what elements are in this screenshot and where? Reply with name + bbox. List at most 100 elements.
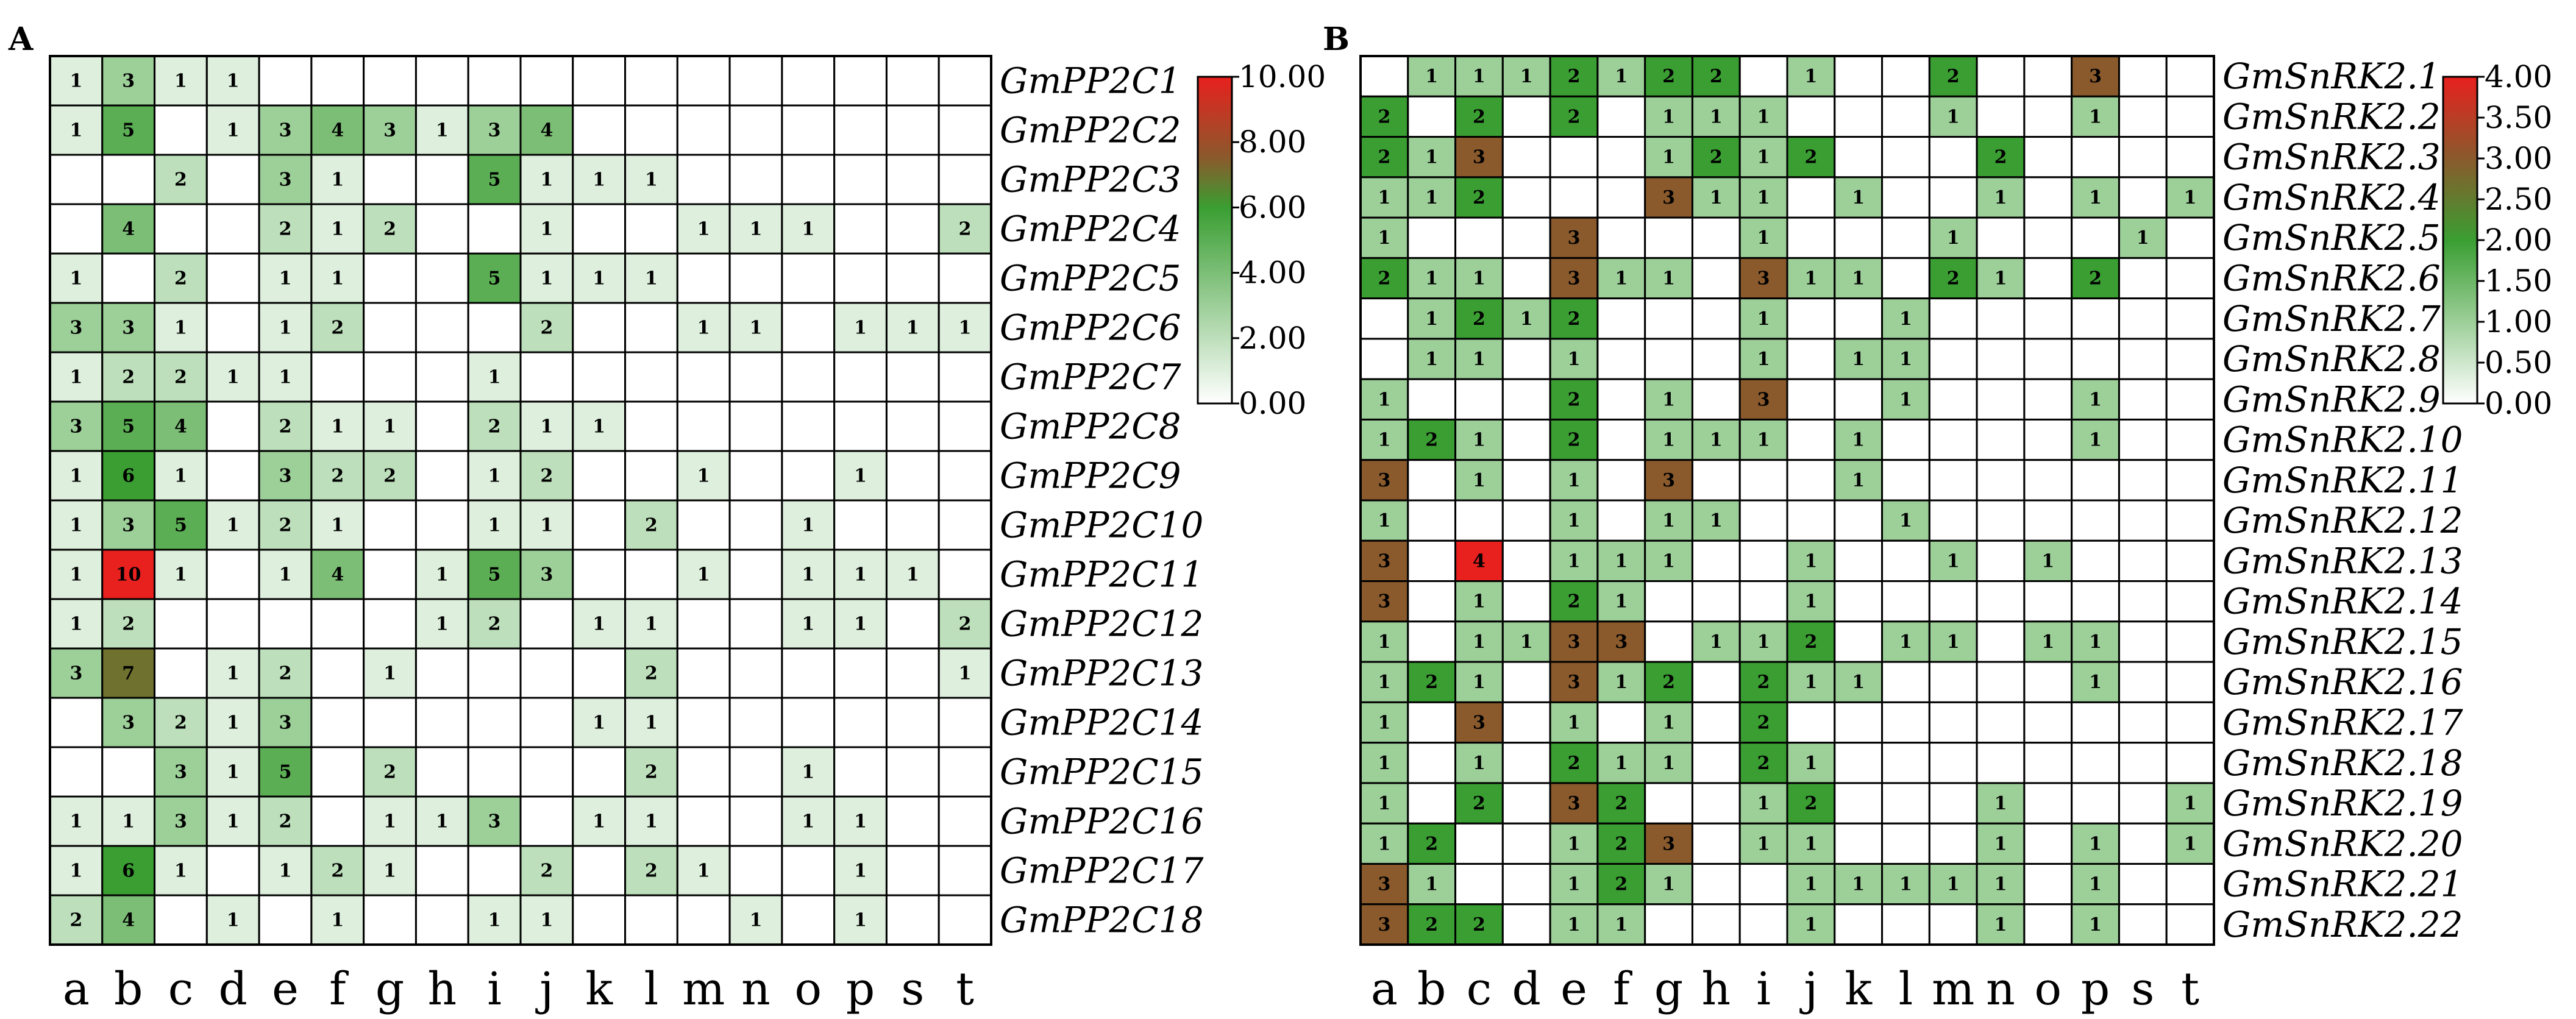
heatmap-a-cell-GmPP2C7-b <box>101 351 156 403</box>
heatmap-a-cell-GmPP2C5-t <box>938 252 992 304</box>
heatmap-b-column-label: n <box>1986 963 2015 1015</box>
colorbar-b-tick-label: 4.00 <box>2485 59 2552 94</box>
heatmap-b-column-label: k <box>1845 963 1873 1015</box>
heatmap-b-cell-value: 3 <box>1568 268 1581 289</box>
heatmap-b-cell-GmSnRK2.14-g <box>1644 580 1693 623</box>
heatmap-b-cell-GmSnRK2.2-l <box>1881 95 1930 138</box>
heatmap-b-cell-GmSnRK2.15-e <box>1549 620 1599 663</box>
heatmap-a-cell-GmPP2C14-o <box>781 697 836 748</box>
heatmap-b-cell-GmSnRK2.8-a <box>1359 338 1409 380</box>
heatmap-a-cell-GmPP2C5-a <box>49 252 104 304</box>
heatmap-b-cell-GmSnRK2.3-g <box>1644 136 1693 179</box>
heatmap-b-row-label: GmSnRK2.6 <box>2222 258 2441 299</box>
heatmap-b-cell-value: 1 <box>1378 510 1390 531</box>
heatmap-b-cell-GmSnRK2.4-i <box>1738 176 1788 219</box>
heatmap-a-cell-GmPP2C9-m <box>676 450 731 502</box>
heatmap-b-cell-value: 1 <box>1662 753 1675 774</box>
heatmap-a-cell-GmPP2C18-j <box>519 894 574 946</box>
heatmap-a-cell-GmPP2C8-d <box>205 400 260 452</box>
heatmap-b-cell-value: 2 <box>1804 793 1817 814</box>
colorbar-a-gradient <box>1197 76 1233 405</box>
heatmap-a-cell-value: 1 <box>592 268 605 289</box>
heatmap-a-cell-GmPP2C6-m <box>676 302 731 353</box>
heatmap-b-cell-GmSnRK2.3-t <box>2165 136 2215 179</box>
heatmap-a-cell-GmPP2C4-c <box>154 203 208 255</box>
heatmap-a-cell-value: 1 <box>331 268 344 289</box>
heatmap-b-cell-GmSnRK2.22-h <box>1691 903 1741 946</box>
heatmap-a-column-label: p <box>846 963 875 1015</box>
heatmap-a-cell-value: 5 <box>122 416 135 438</box>
heatmap-a-row-label: GmPP2C14 <box>1000 702 1203 744</box>
heatmap-a-cell-value: 1 <box>279 268 292 289</box>
heatmap-a-cell-GmPP2C13-f <box>310 647 365 699</box>
heatmap-b-cell-value: 2 <box>1568 66 1581 87</box>
heatmap-b-cell-GmSnRK2.17-f <box>1596 701 1646 744</box>
heatmap-a-cell-GmPP2C15-p <box>833 746 888 798</box>
heatmap-a-cell-GmPP2C3-i <box>467 154 522 205</box>
heatmap-a-row-label: GmPP2C16 <box>1000 801 1203 842</box>
heatmap-b-frame <box>1359 55 2215 946</box>
heatmap-a-cell-GmPP2C3-s <box>885 154 940 205</box>
heatmap-a-cell-GmPP2C4-l <box>624 203 678 255</box>
heatmap-a-cell-value: 1 <box>174 466 187 487</box>
heatmap-b-cell-GmSnRK2.20-e <box>1549 822 1599 865</box>
heatmap-a-cell-value: 1 <box>436 614 449 635</box>
heatmap-a-cell-GmPP2C18-m <box>676 894 731 946</box>
heatmap-b-cell-GmSnRK2.7-f <box>1596 297 1646 340</box>
heatmap-b-cell-GmSnRK2.2-m <box>1928 95 1978 138</box>
heatmap-a-cell-GmPP2C14-m <box>676 697 731 748</box>
heatmap-a-cell-GmPP2C2-p <box>833 104 888 156</box>
heatmap-a-cell-value: 3 <box>69 318 82 339</box>
heatmap-b-cell-value: 2 <box>1804 631 1817 653</box>
heatmap-b-cell-GmSnRK2.8-t <box>2165 338 2215 380</box>
heatmap-a-cell-GmPP2C17-l <box>624 845 678 897</box>
heatmap-b-cell-GmSnRK2.11-o <box>2023 459 2073 502</box>
heatmap-b-cell-GmSnRK2.4-m <box>1928 176 1978 219</box>
heatmap-b-cell-value: 3 <box>1568 631 1581 653</box>
heatmap-b-cell-GmSnRK2.5-m <box>1928 216 1978 259</box>
heatmap-a-row-label: GmPP2C15 <box>1000 751 1203 793</box>
heatmap-b-cell-value: 1 <box>1568 510 1581 531</box>
heatmap-b-cell-value: 2 <box>1568 308 1581 330</box>
heatmap-b-cell-value: 3 <box>1757 268 1770 289</box>
heatmap-a-cell-value: 1 <box>697 318 710 339</box>
heatmap-b-cell-value: 1 <box>1804 66 1817 87</box>
heatmap-b-column-label: s <box>2131 963 2154 1015</box>
heatmap-a-cell-GmPP2C14-s <box>885 697 940 748</box>
heatmap-b-cell-GmSnRK2.16-b <box>1407 661 1457 703</box>
heatmap-b-cell-GmSnRK2.4-f <box>1596 176 1646 219</box>
heatmap-b-cell-GmSnRK2.11-c <box>1454 459 1504 502</box>
heatmap-a-cell-GmPP2C13-s <box>885 647 940 699</box>
heatmap-b-cell-GmSnRK2.12-b <box>1407 499 1457 542</box>
heatmap-b-cell-value: 1 <box>1473 591 1485 612</box>
heatmap-b-cell-value: 2 <box>1425 672 1438 693</box>
heatmap-b-cell-GmSnRK2.19-h <box>1691 782 1741 825</box>
heatmap-b-cell-GmSnRK2.7-h <box>1691 297 1741 340</box>
heatmap-a-cell-GmPP2C4-g <box>363 203 417 255</box>
heatmap-b-cell-value: 1 <box>1662 874 1675 895</box>
heatmap-a-cell-GmPP2C12-e <box>258 598 313 650</box>
heatmap-b-cell-GmSnRK2.6-s <box>2118 257 2168 300</box>
heatmap-a-cell-GmPP2C1-n <box>728 55 783 107</box>
heatmap-a-cell-value: 2 <box>174 169 187 191</box>
heatmap-b-cell-GmSnRK2.13-e <box>1549 539 1599 583</box>
heatmap-b-row-label: GmSnRK2.19 <box>2222 783 2463 824</box>
heatmap-a-row-label: GmPP2C8 <box>1000 406 1181 447</box>
heatmap-a-cell-GmPP2C18-k <box>572 894 627 946</box>
heatmap-a-cell-GmPP2C9-a <box>49 450 104 502</box>
heatmap-a-cell-GmPP2C8-o <box>781 400 836 452</box>
heatmap-a-cell-value: 2 <box>645 861 658 882</box>
heatmap-a-column-label: n <box>741 963 770 1015</box>
heatmap-a-cell-value: 1 <box>331 169 344 191</box>
heatmap-b-cell-GmSnRK2.5-n <box>1976 216 2026 259</box>
heatmap-b-cell-value: 1 <box>1899 874 1912 895</box>
heatmap-a-cell-GmPP2C11-n <box>728 549 783 600</box>
heatmap-a-cell-GmPP2C1-f <box>310 55 365 107</box>
heatmap-b-cell-value: 1 <box>1615 591 1628 612</box>
heatmap-a-cell-GmPP2C14-c <box>154 697 208 748</box>
heatmap-a-cell-GmPP2C11-e <box>258 549 313 600</box>
heatmap-a-cell-GmPP2C8-e <box>258 400 313 452</box>
heatmap-b-cell-GmSnRK2.16-t <box>2165 661 2215 703</box>
heatmap-b-cell-GmSnRK2.6-t <box>2165 257 2215 300</box>
heatmap-b-cell-GmSnRK2.4-e <box>1549 176 1599 219</box>
